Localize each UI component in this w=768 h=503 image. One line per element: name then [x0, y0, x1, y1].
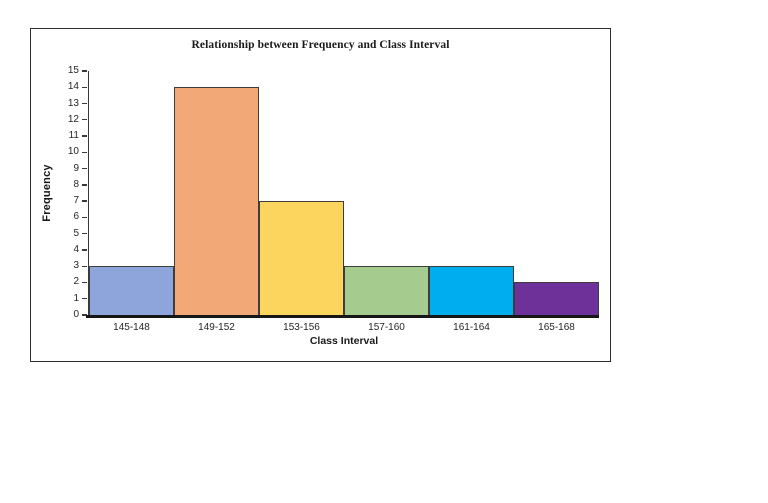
y-tick-label-14: 14 — [67, 81, 79, 93]
y-tick-mark-0 — [82, 314, 87, 316]
y-tick-label-11: 11 — [68, 130, 79, 142]
y-tick-mark-2 — [82, 281, 87, 284]
y-tick-mark-4 — [82, 249, 87, 251]
x-tick-label-165-168: 165-168 — [538, 322, 575, 333]
bar-145-148 — [89, 266, 174, 315]
x-tick-label-153-156: 153-156 — [283, 322, 320, 333]
y-tick-label-12: 12 — [67, 113, 79, 125]
chart-frame: Relationship between Frequency and Class… — [30, 28, 611, 362]
y-tick-label-10: 10 — [67, 146, 79, 158]
y-tick-mark-14 — [82, 86, 87, 88]
y-tick-mark-15 — [82, 70, 87, 72]
y-tick-mark-10 — [82, 151, 87, 154]
y-tick-label-13: 13 — [67, 97, 79, 109]
x-tick-label-157-160: 157-160 — [368, 322, 405, 333]
y-tick-mark-11 — [82, 135, 87, 137]
y-tick-label-6: 6 — [73, 211, 79, 223]
x-tick-label-149-152: 149-152 — [198, 322, 235, 333]
y-tick-label-3: 3 — [73, 260, 79, 272]
y-tick-mark-7 — [82, 200, 87, 202]
plot-area: 0 1 2 3 4 5 6 7 8 9 10 11 12 13 14 15 145-148 149-152 153… — [68, 66, 599, 333]
bar-165-168 — [514, 282, 599, 315]
bar-153-156 — [259, 201, 344, 315]
bar-149-152 — [174, 87, 259, 315]
y-tick-label-2: 2 — [73, 276, 79, 288]
y-tick-mark-9 — [82, 167, 87, 170]
y-axis-line — [87, 71, 89, 315]
chart-title: Relationship between Frequency and Class… — [191, 39, 450, 51]
y-tick-mark-8 — [82, 184, 87, 186]
x-tick-label-145-148: 145-148 — [113, 322, 150, 333]
y-tick-mark-3 — [82, 265, 87, 267]
x-tick-label-161-164: 161-164 — [453, 322, 490, 333]
y-tick-label-7: 7 — [73, 195, 79, 207]
y-tick-label-4: 4 — [73, 243, 79, 255]
y-tick-mark-5 — [82, 232, 87, 235]
y-tick-mark-6 — [82, 216, 87, 219]
y-tick-mark-13 — [82, 102, 87, 105]
y-tick-mark-12 — [82, 119, 87, 121]
y-tick-label-15: 15 — [67, 65, 79, 76]
x-axis-title: Class Interval — [309, 335, 379, 347]
y-tick-label-5: 5 — [73, 227, 79, 239]
y-tick-label-0: 0 — [73, 309, 79, 320]
y-tick-label-1: 1 — [73, 292, 79, 304]
y-tick-mark-1 — [82, 298, 87, 300]
bar-161-164 — [429, 266, 514, 315]
y-tick-label-8: 8 — [73, 178, 79, 190]
bar-157-160 — [344, 266, 429, 315]
y-tick-label-9: 9 — [73, 162, 79, 174]
x-axis-baseline — [86, 314, 599, 318]
